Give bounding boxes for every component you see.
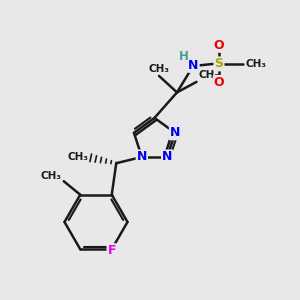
Text: CH₃: CH₃ <box>148 64 170 74</box>
Text: N: N <box>136 151 147 164</box>
Text: CH₃: CH₃ <box>68 152 88 162</box>
Text: N: N <box>162 151 172 164</box>
Text: F: F <box>107 244 116 257</box>
Text: S: S <box>214 57 224 70</box>
Text: N: N <box>170 126 180 139</box>
Text: CH₃: CH₃ <box>198 70 219 80</box>
Text: CH₃: CH₃ <box>245 59 266 69</box>
Text: O: O <box>214 39 224 52</box>
Text: H: H <box>179 50 189 64</box>
Text: O: O <box>214 76 224 89</box>
Text: N: N <box>188 59 199 72</box>
Text: CH₃: CH₃ <box>40 171 61 181</box>
